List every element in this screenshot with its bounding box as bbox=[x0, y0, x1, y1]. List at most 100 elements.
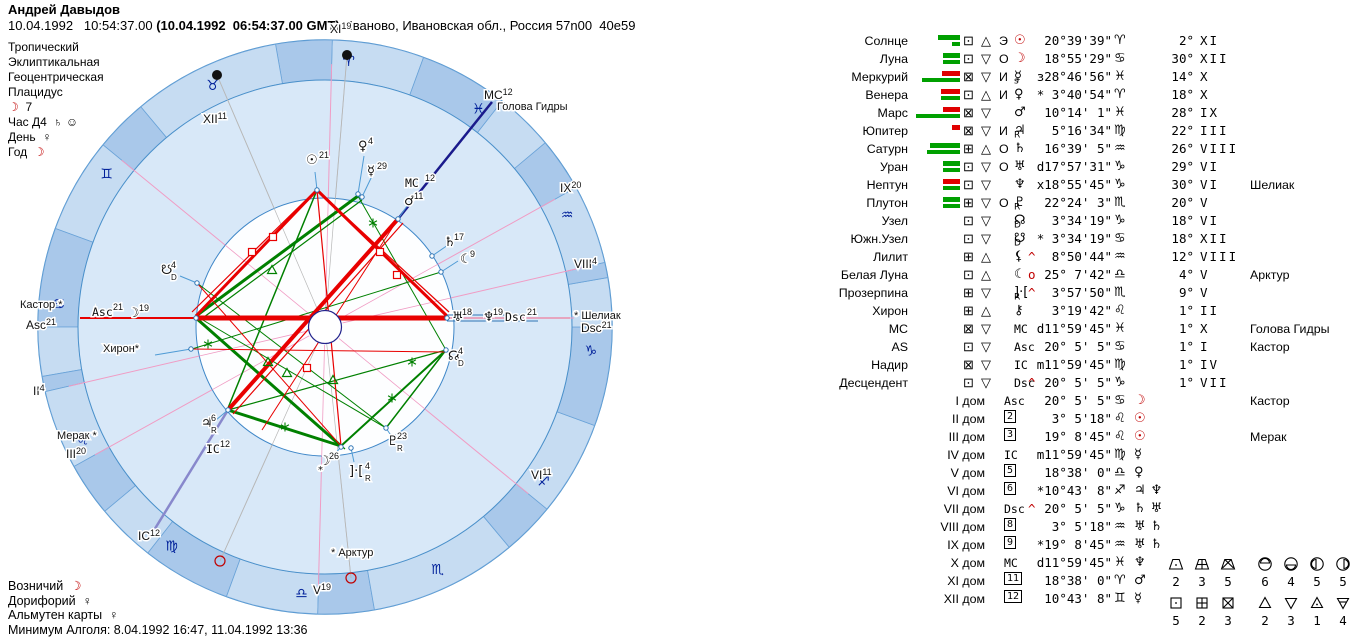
planet-row[interactable]: Прозерпина ⊞ ▽]·[R ^ 3°57'50" ♏ 9° V bbox=[0, 284, 1366, 303]
wheel-label: XI19 bbox=[330, 21, 351, 36]
wheel-planet[interactable]: ♀ 4 bbox=[357, 135, 375, 156]
zodiac-sign-icon: ♐ bbox=[1114, 483, 1126, 498]
planet-row[interactable]: Хирон ⊞ △ ⚷ 3°19'42" ♌ 1° II bbox=[0, 302, 1366, 320]
legend-count: 6 bbox=[1261, 574, 1269, 589]
house-row[interactable]: II дом 2 3° 5'18" ♌ ☉ bbox=[0, 410, 1366, 428]
svg-text:♐: ♐ bbox=[537, 473, 550, 489]
wheel-planet[interactable]: ♇23 R bbox=[386, 430, 409, 455]
house-row[interactable]: III дом 3 19° 8'45" ♌ ☉ Мерак bbox=[0, 428, 1366, 446]
planet-row[interactable]: Сатурн ⊞ △ О ♄ 16°39' 5" ♒ 26° VIII bbox=[0, 140, 1366, 158]
wheel-planet[interactable]: ☽26 * bbox=[317, 450, 341, 478]
chart-person-name: Андрей Давыдов bbox=[8, 2, 121, 17]
wheel-planet[interactable]: ♄17 bbox=[443, 231, 466, 252]
house-roman: X bbox=[1200, 87, 1210, 102]
fixed-star-name bbox=[1250, 140, 1360, 158]
house-row[interactable]: VI дом 6 *10°43' 8" ♐ ♃♆ bbox=[0, 482, 1366, 500]
zodiac-sign-icon: ♍ bbox=[1114, 447, 1126, 462]
wheel-planet[interactable]: ♆19 bbox=[482, 306, 505, 327]
planet-strength-bars bbox=[914, 230, 960, 248]
wheel-planet[interactable]: Dsc 21 bbox=[504, 306, 539, 326]
planet-position: 3°34'19" bbox=[1051, 213, 1112, 228]
planet-row[interactable]: Венера ⊡ △ И ♀ * 3°40'54" ♈ 18° X bbox=[0, 86, 1366, 104]
svg-text:♏: ♏ bbox=[431, 562, 444, 578]
planet-row[interactable]: Плутон ⊞ ▽ О ♇ R 22°24' 3" ♏ 20° V bbox=[0, 194, 1366, 213]
wheel-planet[interactable]: ☋4 D bbox=[160, 259, 179, 284]
planet-row[interactable]: Юпитер ⊠ ▽ И ♃ R 5°16'34" ♍ 22° III bbox=[0, 122, 1366, 141]
voznichy-line: Возничий ☽ bbox=[8, 579, 82, 593]
wheel-planet[interactable]: Asc 21 bbox=[91, 301, 125, 321]
house-degree: 12° bbox=[1171, 249, 1194, 264]
planet-row[interactable]: MC ⊠ ▽ MC d11°59'45" ♓ 1° X Голова Гидры bbox=[0, 320, 1366, 338]
dignity-letter bbox=[999, 230, 1013, 248]
strength-bar bbox=[916, 113, 960, 118]
planet-row[interactable]: Надир ⊠ ▽ IC m11°59'45" ♍ 1° IV bbox=[0, 356, 1366, 374]
planet-row[interactable]: Нептун ⊡ ▽ ♆ x18°55'45" ♑ 30° VI Шелиак bbox=[0, 176, 1366, 194]
zodiac-sign-icon: ♑ bbox=[1114, 159, 1126, 174]
wheel-planet[interactable]: ☉ 21 bbox=[305, 149, 331, 170]
dignity-box-icon: ⊡ bbox=[963, 87, 974, 102]
natal-chart-wheel[interactable]: ♈ ♉ ♊ ♋ ♌ ♍ ♎ ♏ ♐ ♑ ♒ ♓ ☉ 21 ♀ 4 ☿ 29 MC 12 ♂ 11 ♄ 17 ☾ 9 ♅ 18 ♆ 19 Ds… bbox=[0, 0, 680, 637]
fixed-star-name bbox=[1250, 212, 1360, 230]
planet-row[interactable]: Белая Луна ⊡ △ ☾ o 25° 7'42" ♎ 4° V Арктур bbox=[0, 266, 1366, 284]
year-ruler: Год ☽ bbox=[8, 145, 45, 159]
dignity-box-icon: ⊞ bbox=[963, 303, 974, 318]
house-cusp-icon: 12 bbox=[1004, 590, 1030, 608]
planet-position: з28°46'56" bbox=[1036, 69, 1112, 84]
planet-name: Десцендент bbox=[839, 376, 908, 390]
wheel-planet[interactable]: ♂11 bbox=[403, 190, 425, 211]
planet-row[interactable]: Солнце ⊡ △ Э ☉ 20°39'39" ♈ 2° XI bbox=[0, 32, 1366, 50]
planet-row[interactable]: Марс ⊠ ▽ ♂ 10°14' 1" ♓ 28° IX bbox=[0, 104, 1366, 122]
planet-row[interactable]: Южн.Узел ⊡ ▽ ☋ D * 3°34'19" ♋ 18° XII bbox=[0, 230, 1366, 249]
house-row[interactable]: X дом MC d11°59'45" ♓ ♆ bbox=[0, 554, 1366, 572]
house-planet-icon: ♅ bbox=[1150, 501, 1168, 516]
house-degree: 1° bbox=[1178, 321, 1194, 336]
wheel-planet[interactable]: ]·[4 R bbox=[348, 460, 373, 485]
house-row[interactable]: XI дом 11 18°38' 0" ♈ ♂ bbox=[0, 572, 1366, 590]
planet-strength-bars bbox=[914, 320, 960, 338]
planet-row[interactable]: AS ⊡ ▽ Asc 20° 5' 5" ♋ 1° I Кастор bbox=[0, 338, 1366, 356]
house-label: XI дом bbox=[947, 574, 985, 588]
planet-row[interactable]: Узел ⊡ ▽ ☊ D 3°34'19" ♑ 18° VI bbox=[0, 212, 1366, 231]
house-row[interactable]: VIII дом 8 3° 5'18" ♒ ♅♄ bbox=[0, 518, 1366, 536]
wheel-planet[interactable]: ♅18 bbox=[451, 306, 474, 327]
house-cusp-icon: 5 bbox=[1004, 464, 1030, 482]
dignity-triangle-icon: △ bbox=[981, 87, 991, 102]
dignity-triangle-icon: ▽ bbox=[981, 123, 991, 138]
house-row[interactable]: V дом 5 18°38' 0" ♎ ♀ bbox=[0, 464, 1366, 482]
legend-count: 5 bbox=[1313, 574, 1321, 589]
fixed-star-name bbox=[1250, 410, 1360, 428]
house-planets: ♅♄ bbox=[1134, 518, 1204, 536]
planet-position: x18°55'45" bbox=[1036, 177, 1112, 192]
planet-row[interactable]: Меркурий ⊠ ▽ И ☿ s з28°46'56" ♓ 14° X bbox=[0, 68, 1366, 87]
venus-icon: ♀ bbox=[82, 593, 92, 608]
planet-row[interactable]: Луна ⊡ ▽ О ☽ 18°55'29" ♋ 30° XII bbox=[0, 50, 1366, 68]
fixed-star-name bbox=[1250, 86, 1360, 104]
planet-row[interactable]: Лилит ⊞ △ ⚸ ^ 8°50'44" ♒ 12° VIII bbox=[0, 248, 1366, 266]
house-row[interactable]: IV дом IC m11°59'45" ♍ ☿ bbox=[0, 446, 1366, 464]
planet-strength-bars bbox=[914, 374, 960, 392]
wheel-planet[interactable]: ♃6 R bbox=[200, 412, 219, 437]
planet-row[interactable]: Десцендент ⊡ ▽ Dsc ^ 20° 5' 5" ♑ 1° VII bbox=[0, 374, 1366, 392]
house-degree: 14° bbox=[1171, 69, 1194, 84]
planet-name: Меркурий bbox=[851, 70, 908, 84]
wheel-planet[interactable]: ☾9 bbox=[459, 248, 477, 269]
planet-glyph-icon: ⚸ bbox=[1014, 249, 1024, 264]
house-row[interactable]: VII дом Dsc ^ 20° 5' 5" ♑ ♄♅ bbox=[0, 500, 1366, 518]
house-roman: V bbox=[1200, 285, 1210, 300]
house-row[interactable]: XII дом 12 10°43' 8" ♊ ☿ bbox=[0, 590, 1366, 608]
fixed-star-name bbox=[1250, 284, 1360, 302]
dignity-triangle-icon: △ bbox=[981, 267, 991, 282]
dignity-box-icon: ⊠ bbox=[963, 105, 974, 120]
wheel-planet[interactable]: ☿ 29 bbox=[366, 160, 389, 181]
fixed-star-name bbox=[1250, 374, 1360, 392]
legend-count: 2 bbox=[1261, 613, 1269, 628]
wheel-planet[interactable]: MC 12 bbox=[404, 172, 437, 192]
house-row[interactable]: I дом Asc 20° 5' 5" ♋ ☽ Кастор bbox=[0, 392, 1366, 410]
house-row[interactable]: IX дом 9 *19° 8'45" ♒ ♅♄ bbox=[0, 536, 1366, 554]
wheel-planet[interactable]: IC 12 bbox=[205, 438, 232, 458]
wheel-planet[interactable]: ☊4 D bbox=[447, 345, 466, 370]
planet-row[interactable]: Уран ⊡ ▽ О ♅ d17°57'31" ♑ 29° VI bbox=[0, 158, 1366, 176]
wheel-planet[interactable]: ☽ 19 bbox=[127, 302, 151, 323]
